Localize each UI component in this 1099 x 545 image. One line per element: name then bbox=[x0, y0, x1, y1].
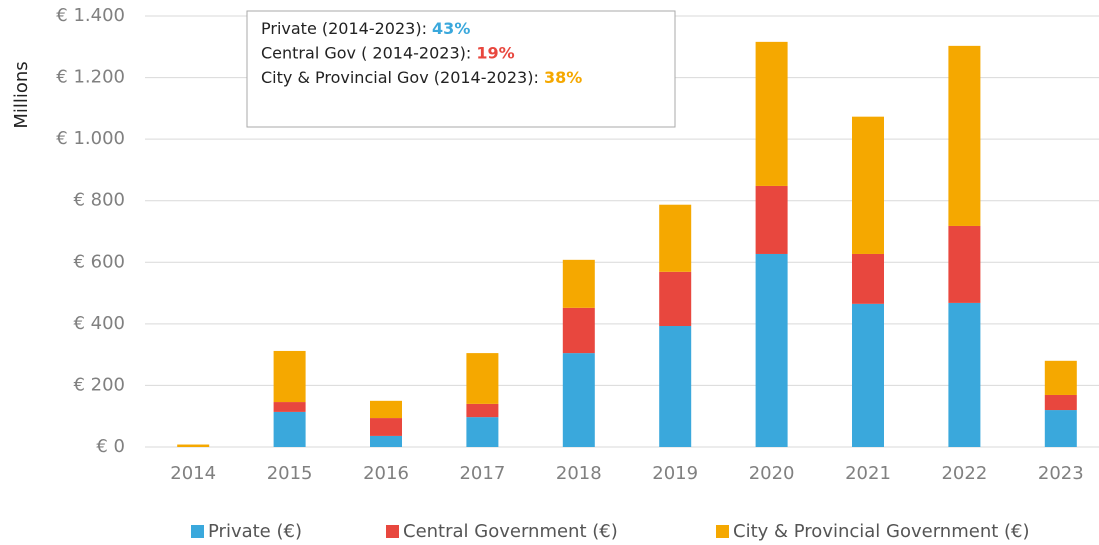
annotation: Central Gov ( 2014-2023): 19% bbox=[261, 43, 515, 62]
y-tick-label: € 600 bbox=[73, 251, 125, 272]
bar-segment bbox=[562, 353, 595, 447]
annotation: Private (2014-2023): 43% bbox=[261, 19, 470, 38]
bar-segment bbox=[755, 185, 788, 254]
annotation-box bbox=[246, 10, 676, 128]
annotation-percent: 43% bbox=[432, 19, 470, 38]
bar-segment bbox=[370, 435, 402, 447]
bar-segment bbox=[852, 303, 884, 447]
annotation-text: City & Provincial Gov (2014-2023): bbox=[261, 68, 544, 87]
annotation-text: Central Gov ( 2014-2023): bbox=[261, 43, 476, 62]
x-tick-label: 2016 bbox=[363, 463, 409, 484]
y-tick-label: € 200 bbox=[73, 374, 125, 395]
y-tick-label: € 800 bbox=[73, 190, 125, 211]
bar-segment bbox=[1044, 360, 1077, 395]
bar-segment bbox=[948, 45, 981, 226]
y-axis-label: Millions bbox=[11, 61, 32, 128]
bar-segment bbox=[852, 116, 884, 254]
bar-segment bbox=[1044, 410, 1077, 447]
bar-segment bbox=[177, 444, 210, 447]
bar-segment bbox=[852, 253, 884, 304]
legend-swatch bbox=[191, 525, 204, 538]
bar-segment bbox=[273, 411, 306, 447]
x-tick-label: 2019 bbox=[652, 463, 698, 484]
bar-segment bbox=[659, 271, 692, 327]
y-tick-label: € 0 bbox=[96, 436, 125, 457]
bar-segment bbox=[755, 253, 788, 447]
bar-segment bbox=[562, 307, 595, 354]
bar-segment bbox=[466, 353, 499, 404]
legend-swatch bbox=[386, 525, 399, 538]
x-tick-label: 2023 bbox=[1038, 463, 1084, 484]
bar-segment bbox=[755, 41, 788, 186]
y-tick-label: € 1.200 bbox=[56, 67, 125, 88]
x-tick-label: 2014 bbox=[170, 463, 216, 484]
bar-segment bbox=[370, 418, 402, 436]
legend-label: City & Provincial Government (€) bbox=[733, 521, 1030, 542]
annotation-text: Private (2014-2023): bbox=[261, 19, 432, 38]
annotation-percent: 19% bbox=[476, 43, 514, 62]
x-tick-label: 2015 bbox=[267, 463, 313, 484]
annotation-percent: 38% bbox=[544, 68, 582, 87]
y-tick-label: € 400 bbox=[73, 313, 125, 334]
x-tick-label: 2020 bbox=[749, 463, 795, 484]
bar-segment bbox=[659, 204, 692, 272]
legend-label: Central Government (€) bbox=[403, 521, 618, 542]
bar-segment bbox=[1044, 394, 1077, 411]
x-tick-label: 2021 bbox=[845, 463, 891, 484]
legend-swatch bbox=[716, 525, 729, 538]
bar-segment bbox=[273, 402, 306, 412]
y-tick-label: € 1.000 bbox=[56, 128, 125, 149]
y-tick-label: € 1.400 bbox=[56, 5, 125, 26]
bar-segment bbox=[659, 326, 692, 447]
x-tick-label: 2018 bbox=[556, 463, 602, 484]
bar-segment bbox=[466, 417, 499, 447]
bar-segment bbox=[562, 259, 595, 308]
bar-segment bbox=[370, 400, 402, 419]
x-tick-label: 2022 bbox=[941, 463, 987, 484]
annotation: City & Provincial Gov (2014-2023): 38% bbox=[261, 68, 582, 87]
bar-segment bbox=[273, 350, 306, 403]
bar-segment bbox=[948, 225, 981, 303]
bar-segment bbox=[948, 302, 981, 447]
bar-segment bbox=[466, 403, 499, 418]
x-tick-label: 2017 bbox=[459, 463, 505, 484]
legend-label: Private (€) bbox=[208, 521, 302, 542]
